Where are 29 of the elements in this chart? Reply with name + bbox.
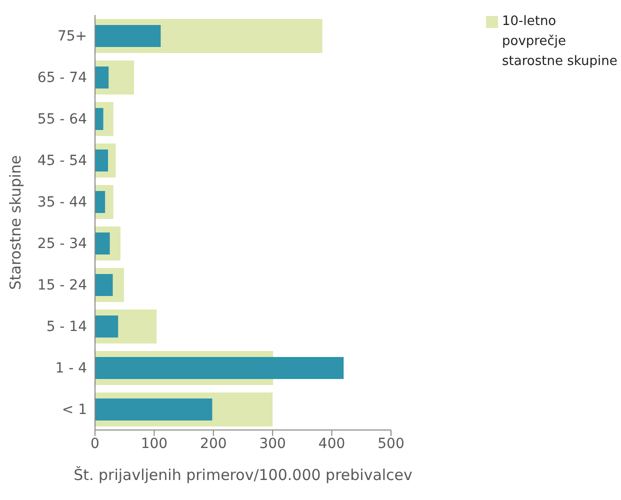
x-axis-title: Št. prijavljenih primerov/100.000 prebivalcev <box>74 466 413 484</box>
y-tick-label: < 1 <box>62 402 87 418</box>
y-tick-label: 5 - 14 <box>46 319 88 336</box>
y-tick-label: 15 - 24 <box>37 278 88 294</box>
x-tick-label: 0 <box>90 436 100 452</box>
bar <box>95 398 212 420</box>
bar <box>95 66 109 88</box>
bar <box>95 25 161 47</box>
y-tick-label: 1 - 4 <box>55 360 88 377</box>
bar <box>95 357 344 379</box>
x-tick-label: 400 <box>318 436 346 452</box>
y-tick-label: 55 - 64 <box>37 112 88 128</box>
x-tick-label: 100 <box>140 436 168 452</box>
bar <box>95 108 104 130</box>
bar <box>95 150 108 172</box>
x-tick-label: 500 <box>378 436 404 452</box>
y-tick-label: 35 - 44 <box>37 194 88 211</box>
bar <box>95 316 118 338</box>
y-tick-label: 45 - 54 <box>37 153 88 170</box>
legend-label: 10-letno povprečje starostne skupine <box>502 13 618 71</box>
bar <box>95 232 110 254</box>
x-tick-label: 200 <box>200 436 227 452</box>
y-tick-label: 65 - 74 <box>37 70 88 86</box>
x-tick-label: 300 <box>259 436 286 452</box>
bar <box>95 191 106 213</box>
y-axis-title: Starostne skupine <box>6 155 24 290</box>
bar <box>95 274 113 296</box>
y-tick-label: 25 - 34 <box>37 236 88 252</box>
y-tick-label: 75+ <box>57 28 87 45</box>
